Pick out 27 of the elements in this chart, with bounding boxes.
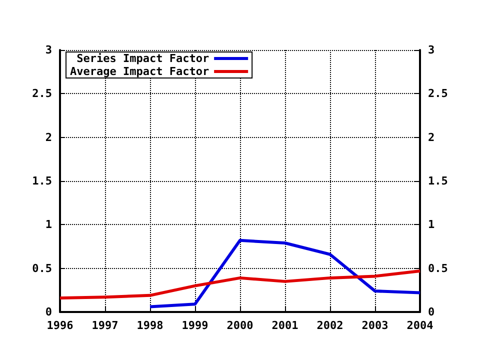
line-series [148, 238, 422, 308]
y-tick-label: 0 [45, 306, 52, 318]
y-tick-label: 2 [45, 130, 52, 144]
x-tick-label: 1998 [136, 319, 164, 332]
y-tick-label: 1.5 [32, 174, 52, 188]
line-series [58, 269, 422, 300]
x-tick-label: 2003 [362, 319, 388, 332]
x-tick-label: 2004 [406, 319, 434, 332]
x-tick-label: 1996 [46, 319, 74, 332]
y2-tick-label: 1.5 [428, 174, 448, 188]
y2-tick-label: 3 [428, 44, 435, 56]
y2-tick-label: 2 [428, 130, 435, 144]
legend-label: Series Impact Factor [76, 52, 210, 65]
y-tick-label: 0.5 [32, 262, 52, 275]
x-tick-label: 2001 [272, 319, 299, 332]
x-tick-label: 2000 [226, 319, 254, 332]
y-tick-label: 1 [45, 218, 52, 232]
y-tick-label: 2.5 [32, 87, 52, 100]
x-tick-label: 1999 [182, 319, 208, 332]
x-tick-label: 2002 [316, 319, 344, 332]
y-tick-label: 3 [45, 44, 52, 56]
y2-tick-label: 1 [428, 218, 435, 232]
y2-tick-label: 0.5 [428, 262, 448, 275]
legend-label: Average Impact Factor [70, 65, 210, 78]
x-tick-label: 1997 [92, 319, 118, 332]
y2-tick-label: 0 [428, 306, 435, 318]
y2-tick-label: 2.5 [428, 87, 448, 100]
